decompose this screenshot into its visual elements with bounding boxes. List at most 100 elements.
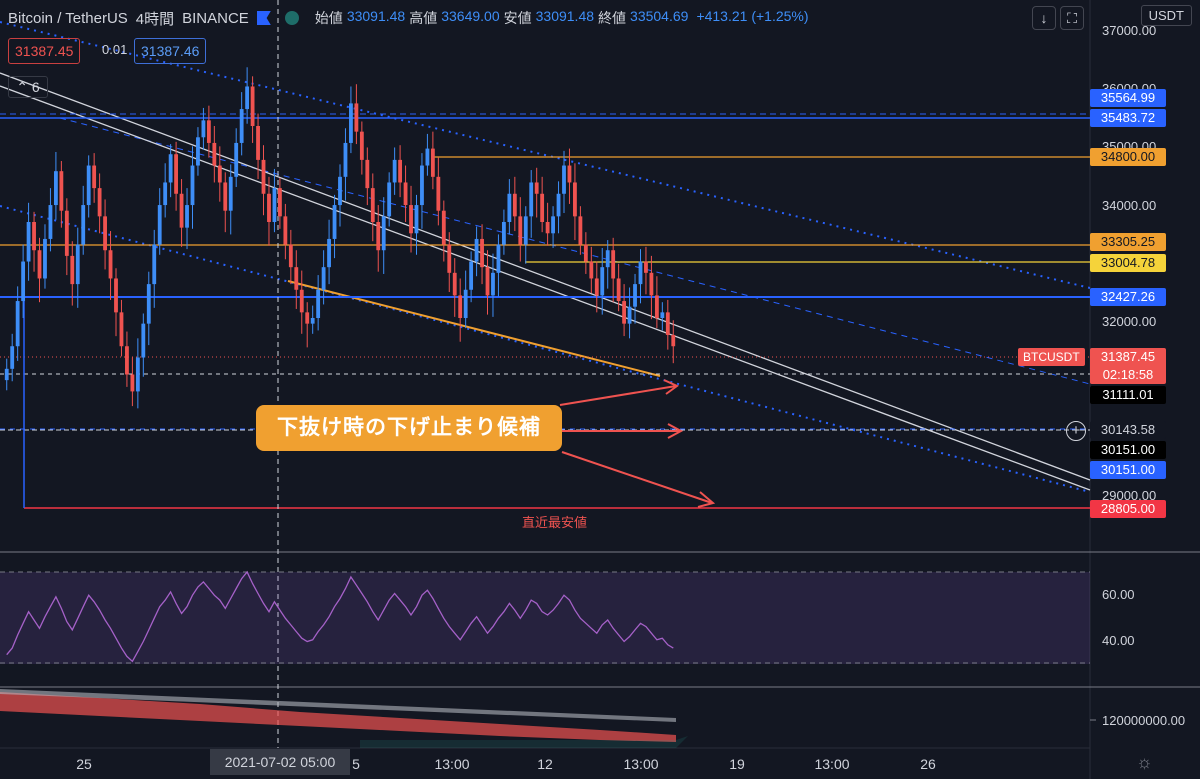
- candle-body: [310, 318, 315, 324]
- last-price-tag: 31387.45 02:18:58: [1090, 348, 1166, 384]
- arrow-down-icon[interactable]: ↓: [1032, 6, 1056, 30]
- candle-body: [43, 238, 47, 279]
- high-label: 高値: [409, 10, 438, 26]
- low-label: 安値: [503, 10, 532, 26]
- y-tick-label: 37000.00: [1102, 23, 1157, 38]
- candle-body: [141, 323, 146, 358]
- trendline-dotted-lower: [0, 205, 1091, 493]
- candle-body: [622, 301, 627, 324]
- change-value: +413.21 (+1.25%): [696, 8, 809, 24]
- candle-body: [600, 267, 605, 296]
- candle-body: [365, 159, 370, 189]
- gear-icon[interactable]: ☼: [1136, 752, 1153, 772]
- candle-body: [523, 216, 528, 245]
- candle-body: [425, 148, 430, 166]
- candle-body: [168, 154, 173, 183]
- interval-label[interactable]: 4時間: [135, 10, 175, 28]
- candle-body: [294, 267, 299, 290]
- candle-body: [551, 216, 555, 234]
- candle-body: [518, 216, 523, 245]
- candle-body: [485, 267, 490, 296]
- chevron-up-icon: ⌃: [16, 79, 29, 95]
- candle-body: [108, 250, 113, 279]
- indicators-toggle[interactable]: ⌃ 6: [8, 76, 48, 98]
- candle-body: [185, 205, 189, 228]
- y-tick-label: 34000.00: [1102, 198, 1157, 213]
- candle-body: [103, 216, 107, 251]
- candle-body: [534, 182, 539, 194]
- arrow-2-head: [667, 423, 684, 439]
- candle-body: [4, 368, 9, 381]
- trendline-white-1: [0, 72, 1091, 481]
- bid-price-button[interactable]: 31387.45: [8, 38, 81, 64]
- level-tag[interactable]: 35564.99: [1090, 89, 1166, 107]
- candle-body: [92, 165, 97, 189]
- ask-price-button[interactable]: 31387.46: [134, 38, 207, 64]
- level-tag[interactable]: 33305.25: [1090, 233, 1166, 251]
- low-value: 33091.48: [535, 8, 595, 24]
- candle-body: [267, 193, 271, 222]
- chart-header: Bitcoin / TetherUS 4時間 BINANCE 始値 33091.4…: [8, 8, 809, 28]
- candle-body: [573, 182, 577, 217]
- y-tick-label: 29000.00: [1102, 488, 1157, 503]
- candle-body: [398, 159, 403, 183]
- candle-body: [119, 312, 124, 347]
- open-label: 始値: [314, 10, 343, 26]
- candle-body: [359, 131, 364, 160]
- candle-body: [420, 165, 424, 206]
- candle-body: [157, 205, 162, 245]
- level-tag[interactable]: 31111.01: [1090, 386, 1166, 404]
- symbol-title[interactable]: Bitcoin / TetherUS: [8, 9, 128, 27]
- candle-body: [616, 278, 621, 302]
- candle-body: [327, 238, 331, 268]
- trendline-dotted-upper: [0, 21, 1091, 289]
- candle-body: [381, 216, 386, 251]
- level-tag[interactable]: 32427.26: [1090, 288, 1166, 306]
- x-tick-label: 5: [352, 756, 360, 772]
- candle-body: [583, 244, 588, 262]
- candle-body: [501, 222, 506, 245]
- level-tag[interactable]: 34800.00: [1090, 148, 1166, 166]
- fullscreen-icon[interactable]: ⛶: [1060, 6, 1084, 30]
- arrow-3: [561, 451, 713, 504]
- candle-body: [228, 176, 233, 211]
- candle-body: [343, 142, 348, 177]
- exchange-label: BINANCE: [182, 9, 249, 27]
- candle-body: [125, 346, 129, 375]
- candle-body: [452, 272, 457, 296]
- volume-area-green: [360, 736, 688, 748]
- currency-button[interactable]: USDT: [1140, 5, 1192, 26]
- level-tag[interactable]: 30151.00: [1090, 461, 1166, 479]
- flag-icon[interactable]: [256, 11, 271, 25]
- x-tick-label: 12: [537, 756, 553, 772]
- candle-body: [130, 374, 135, 392]
- candle-body: [97, 188, 102, 217]
- level-tag[interactable]: 30151.00: [1090, 441, 1166, 459]
- candle-body: [332, 205, 337, 239]
- candle-body: [474, 238, 479, 262]
- high-value: 33649.00: [441, 8, 500, 24]
- candle-body: [15, 301, 20, 347]
- level-tag[interactable]: 33004.78: [1090, 254, 1166, 272]
- rsi-line: [6, 570, 674, 663]
- candle-body: [305, 312, 310, 324]
- x-tick-label: 19: [729, 756, 745, 772]
- candle-body: [239, 109, 244, 143]
- candle-body: [250, 86, 255, 126]
- candle-body: [665, 312, 670, 335]
- level-tag[interactable]: 35483.72: [1090, 109, 1166, 127]
- add-alert-icon[interactable]: +: [1066, 421, 1086, 441]
- candle-body: [75, 244, 80, 285]
- candle-body: [59, 171, 64, 211]
- y-tick-label: 32000.00: [1102, 314, 1157, 329]
- candle-body: [299, 289, 304, 313]
- level-tag[interactable]: 28805.00: [1090, 500, 1166, 518]
- candle-body: [321, 267, 326, 290]
- candle-body: [562, 165, 566, 194]
- candle-body: [649, 272, 654, 296]
- close-value: 33504.69: [630, 8, 689, 24]
- support-line-orange: [287, 280, 661, 377]
- level-tag[interactable]: 30143.58: [1090, 421, 1166, 439]
- callout-label[interactable]: 下抜け時の下げ止まり候補: [256, 405, 562, 451]
